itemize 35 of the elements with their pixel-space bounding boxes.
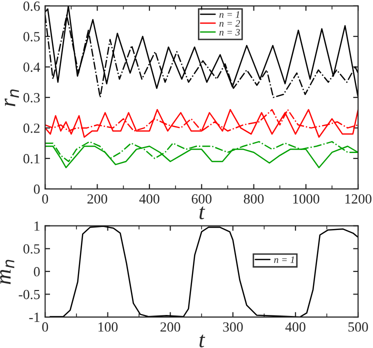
x-tick-label: 0 <box>42 322 48 332</box>
x-tick-label: 600 <box>192 194 212 204</box>
x-tick-label: 200 <box>160 322 180 332</box>
y-tick-label: 0.1 <box>23 154 40 164</box>
legend-label: n = 1 <box>219 11 240 18</box>
legend-label: n = 1 <box>274 256 294 263</box>
line-series <box>45 109 358 138</box>
x-axis-title: t <box>199 206 206 220</box>
y-tick-label: 0 <box>34 184 40 194</box>
x-tick-label: 1000 <box>293 194 320 204</box>
x-tick-label: 300 <box>223 322 243 332</box>
x-tick-label: 400 <box>139 194 160 204</box>
legend-label: n = 3 <box>219 29 240 36</box>
y-tick-label: 1 <box>34 222 40 231</box>
line-series <box>50 226 358 318</box>
y-tick-label: 0.5 <box>23 244 40 254</box>
x-axis-title: t <box>199 334 206 348</box>
y-tick-label: 0 <box>34 267 40 276</box>
y-axis-title: r$_{n}$ <box>4 89 19 106</box>
y-tick-label: 0.4 <box>23 62 40 72</box>
y-tick-label: 0.6 <box>23 2 40 11</box>
x-tick-label: 500 <box>348 322 368 332</box>
x-tick-label: 0 <box>42 194 48 204</box>
y-tick-label: -1 <box>29 312 40 322</box>
y-tick-label: 0.5 <box>23 32 40 42</box>
y-tick-label: 0.2 <box>23 124 40 133</box>
y-tick-label: -0.5 <box>18 290 40 300</box>
y-tick-label: 0.3 <box>23 93 40 102</box>
x-tick-label: 100 <box>98 322 118 332</box>
y-axis-title: m$_{n}$ <box>0 260 14 284</box>
x-tick-label: 200 <box>87 194 108 204</box>
x-tick-label: 400 <box>285 322 306 332</box>
x-tick-label: 1200 <box>345 194 372 204</box>
legend-label: n = 2 <box>219 20 240 27</box>
x-tick-label: 800 <box>244 194 264 204</box>
